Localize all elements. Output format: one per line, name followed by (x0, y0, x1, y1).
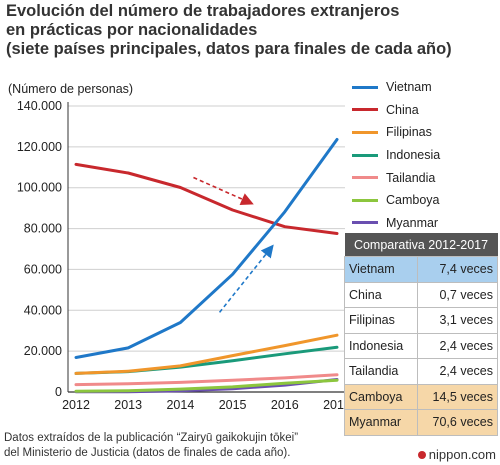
brand-logo: nippon.com (417, 447, 496, 462)
legend-swatch (352, 85, 378, 89)
legend-item-indonesia: Indonesia (352, 144, 500, 167)
comparison-header: Comparativa 2012-2017 (344, 233, 498, 257)
brand-dot-icon (417, 451, 426, 459)
x-tick-label: 2013 (114, 398, 142, 412)
comparison-country: Vietnam (344, 256, 418, 283)
legend-swatch (352, 130, 378, 134)
comparison-row: Tailandia 2,4 veces (344, 358, 499, 385)
series-line-tailandia (74, 373, 339, 387)
comparison-country: Tailandia (344, 358, 418, 385)
title-line-3: (siete países principales, datos para fi… (6, 40, 452, 58)
comparison-row: China 0,7 veces (344, 281, 499, 308)
title-line-2: en prácticas por nacionalidades (6, 21, 258, 39)
comparison-value: 2,4 veces (416, 332, 499, 359)
series-line-vietnam (74, 138, 339, 359)
comparison-country: Filipinas (344, 307, 418, 334)
legend-item-camboya: Camboya (352, 189, 500, 212)
legend-label: Filipinas (386, 125, 432, 140)
y-tick-label: 80.000 (24, 222, 62, 236)
y-tick-label: 20.000 (24, 344, 62, 358)
comparison-value: 0,7 veces (416, 281, 499, 308)
comparison-value: 14,5 veces (416, 383, 499, 410)
comparison-country: Myanmar (344, 409, 418, 436)
legend-item-myanmar: Myanmar (352, 212, 500, 235)
x-tick-label: 2015 (219, 398, 247, 412)
title-line-1: Evolución del número de trabajadores ext… (6, 2, 400, 20)
comparison-row: Myanmar 70,6 veces (344, 409, 499, 436)
comparison-row: Indonesia 2,4 veces (344, 332, 499, 359)
comparison-row: Filipinas 3,1 veces (344, 307, 499, 334)
series-line-china (74, 162, 339, 235)
series-line-camboya (74, 378, 339, 393)
brand-text: nippon.com (428, 447, 496, 462)
y-tick-label: 120.000 (17, 140, 62, 154)
comparison-country: Indonesia (344, 332, 418, 359)
source-note: Datos extraídos de la publicación “Zairy… (4, 431, 298, 461)
legend-swatch (352, 153, 378, 157)
comparison-value: 2,4 veces (416, 358, 499, 385)
source-line-2: del Ministerio de Justicia (datos de fin… (4, 447, 291, 459)
comparison-table: Comparativa 2012-2017 Vietnam 7,4 veces Ch… (344, 233, 499, 436)
legend-swatch (352, 108, 378, 112)
legend-swatch (352, 221, 378, 225)
comparison-value: 7,4 veces (416, 256, 499, 283)
legend-label: China (386, 102, 419, 117)
y-axis-label: (Número de personas) (8, 82, 133, 96)
y-tick-label: 140.000 (17, 99, 62, 113)
source-line-1: Datos extraídos de la publicación “Zairy… (4, 432, 299, 444)
legend-label: Camboya (386, 193, 440, 208)
y-tick-label: 60.000 (24, 262, 62, 276)
y-tick-label: 0 (55, 385, 62, 399)
x-tick-label: 2014 (166, 398, 194, 412)
chart-title: Evolución del número de trabajadores ext… (6, 2, 496, 59)
legend-label: Vietnam (386, 80, 432, 95)
comparison-value: 3,1 veces (416, 307, 499, 334)
legend-label: Indonesia (386, 148, 441, 163)
chart-legend: Vietnam China Filipinas Indonesia Tailandia C… (352, 76, 500, 234)
x-tick-label: 2012 (62, 398, 90, 412)
x-tick-label: 2016 (271, 398, 299, 412)
legend-swatch (352, 176, 378, 180)
legend-item-tailandia: Tailandia (352, 166, 500, 189)
comparison-value: 70,6 veces (416, 409, 499, 436)
legend-item-china: China (352, 99, 500, 122)
comparison-row: Vietnam 7,4 veces (344, 256, 499, 283)
legend-label: Myanmar (386, 215, 439, 230)
x-tick-label: 2017 (323, 398, 351, 412)
legend-label: Tailandia (386, 170, 436, 185)
y-tick-label: 100.000 (17, 181, 62, 195)
legend-swatch (352, 198, 378, 202)
y-tick-label: 40.000 (24, 303, 62, 317)
comparison-row: Camboya 14,5 veces (344, 383, 499, 410)
legend-item-vietnam: Vietnam (352, 76, 500, 99)
comparison-country: China (344, 281, 418, 308)
comparison-country: Camboya (344, 383, 418, 410)
legend-item-filipinas: Filipinas (352, 121, 500, 144)
china-decline-arrow-icon (193, 176, 254, 205)
series-line-filipinas (74, 333, 339, 375)
